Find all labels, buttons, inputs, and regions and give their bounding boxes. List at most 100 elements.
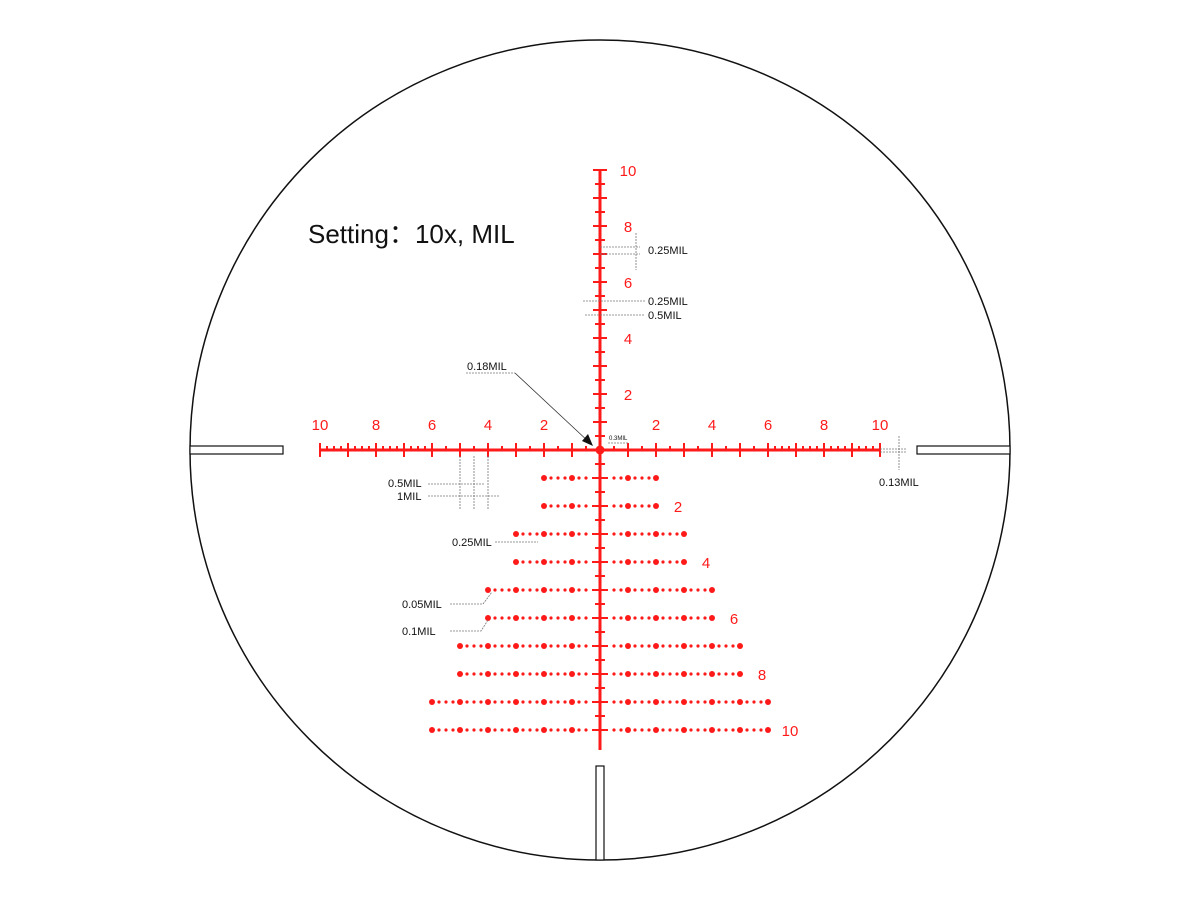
holdover-dot — [675, 616, 679, 620]
holdover-dot — [675, 728, 679, 732]
vertical-tick-lower — [595, 547, 605, 549]
bottom-post — [595, 765, 605, 861]
holdover-dot — [717, 700, 721, 704]
horizontal-label: 6 — [764, 417, 772, 434]
vertical-tick-lower — [592, 673, 608, 675]
holdover-dot — [528, 672, 532, 676]
holdover-dot — [535, 700, 539, 704]
holdover-dot — [703, 644, 707, 648]
holdover-dot — [619, 588, 623, 592]
holdover-dot — [619, 616, 623, 620]
holdover-dot — [731, 672, 735, 676]
vertical-tick — [595, 435, 605, 437]
holdover-dot — [584, 532, 588, 536]
holdover-dot — [619, 672, 623, 676]
holdover-dot — [577, 476, 581, 480]
holdover-dot — [485, 643, 491, 649]
holdover-dot — [681, 643, 687, 649]
holdover-dot — [541, 475, 547, 481]
leader — [514, 372, 591, 444]
horizontal-tick — [753, 446, 755, 450]
holdover-dot — [703, 700, 707, 704]
horizontal-tick — [445, 446, 447, 450]
holdover-dot — [737, 727, 743, 733]
one-mil-label: 1MIL — [397, 491, 421, 503]
holdover-dot — [437, 728, 441, 732]
holdover-dot — [612, 700, 616, 704]
horizontal-tick — [396, 446, 398, 450]
holdover-dot — [556, 504, 560, 508]
vertical-tick — [593, 309, 607, 311]
holdover-label: 8 — [758, 667, 766, 684]
holdover-dot — [541, 727, 547, 733]
horizontal-tick — [781, 446, 783, 450]
horizontal-tick — [802, 446, 804, 450]
holdover-dot — [563, 672, 567, 676]
holdover-dot — [709, 671, 715, 677]
holdover-dot — [493, 728, 497, 732]
horizontal-tick — [816, 446, 818, 450]
holdover-dot — [584, 700, 588, 704]
holdover-dot — [724, 728, 728, 732]
vertical-label: 10 — [620, 163, 637, 180]
holdover-dot — [661, 728, 665, 732]
horizontal-tick — [501, 446, 503, 450]
holdover-dot — [485, 615, 491, 621]
holdover-dot — [563, 532, 567, 536]
half-mil-label: 0.5MIL — [388, 478, 422, 490]
holdover-dot — [709, 727, 715, 733]
holdover-dot — [549, 504, 553, 508]
horizontal-tick — [844, 446, 846, 450]
holdover-dot — [689, 672, 693, 676]
holdover-dot — [765, 699, 771, 705]
holdover-dot — [535, 560, 539, 564]
horizontal-label: 4 — [708, 417, 716, 434]
holdover-dot — [507, 672, 511, 676]
horizontal-tick — [459, 443, 461, 457]
horizontal-tick — [375, 443, 377, 457]
holdover-dot — [549, 672, 553, 676]
holdover-dot — [541, 671, 547, 677]
horizontal-tick — [627, 443, 629, 457]
horizontal-tick — [809, 446, 811, 450]
holdover-dot — [479, 644, 483, 648]
holdover-dot — [647, 532, 651, 536]
holdover-dot — [457, 643, 463, 649]
holdover-dot — [444, 700, 448, 704]
holdover-dot — [528, 728, 532, 732]
holdover-dot — [493, 700, 497, 704]
holdover-dot — [625, 475, 631, 481]
vertical-tick-lower — [595, 603, 605, 605]
vertical-tick — [595, 267, 605, 269]
holdover-dot — [528, 560, 532, 564]
holdover-dot — [633, 700, 637, 704]
holdover-dot — [668, 644, 672, 648]
horizontal-tick — [830, 446, 832, 450]
holdover-dot — [653, 671, 659, 677]
holdover-dot — [577, 644, 581, 648]
horizontal-tick — [410, 446, 412, 450]
holdover-dot — [584, 616, 588, 620]
holdover-dot — [647, 504, 651, 508]
holdover-dot — [584, 588, 588, 592]
holdover-dot — [507, 728, 511, 732]
holdover-dot — [640, 504, 644, 508]
horizontal-tick — [725, 446, 727, 450]
horizontal-tick — [669, 446, 671, 450]
holdover-dot — [696, 616, 700, 620]
holdover-dot — [513, 643, 519, 649]
holdover-dot — [556, 588, 560, 592]
holdover-dot — [619, 532, 623, 536]
holdover-dot — [647, 588, 651, 592]
holdover-dot — [577, 504, 581, 508]
holdover-dot — [640, 476, 644, 480]
vertical-tick-lower — [592, 533, 608, 535]
thickness-label: 0.13MIL — [879, 477, 919, 489]
holdover-label: 6 — [730, 611, 738, 628]
vertical-tick-lower — [595, 519, 605, 521]
holdover-dot — [513, 615, 519, 621]
holdover-dot — [507, 700, 511, 704]
holdover-dot — [472, 700, 476, 704]
horizontal-tick — [774, 446, 776, 450]
